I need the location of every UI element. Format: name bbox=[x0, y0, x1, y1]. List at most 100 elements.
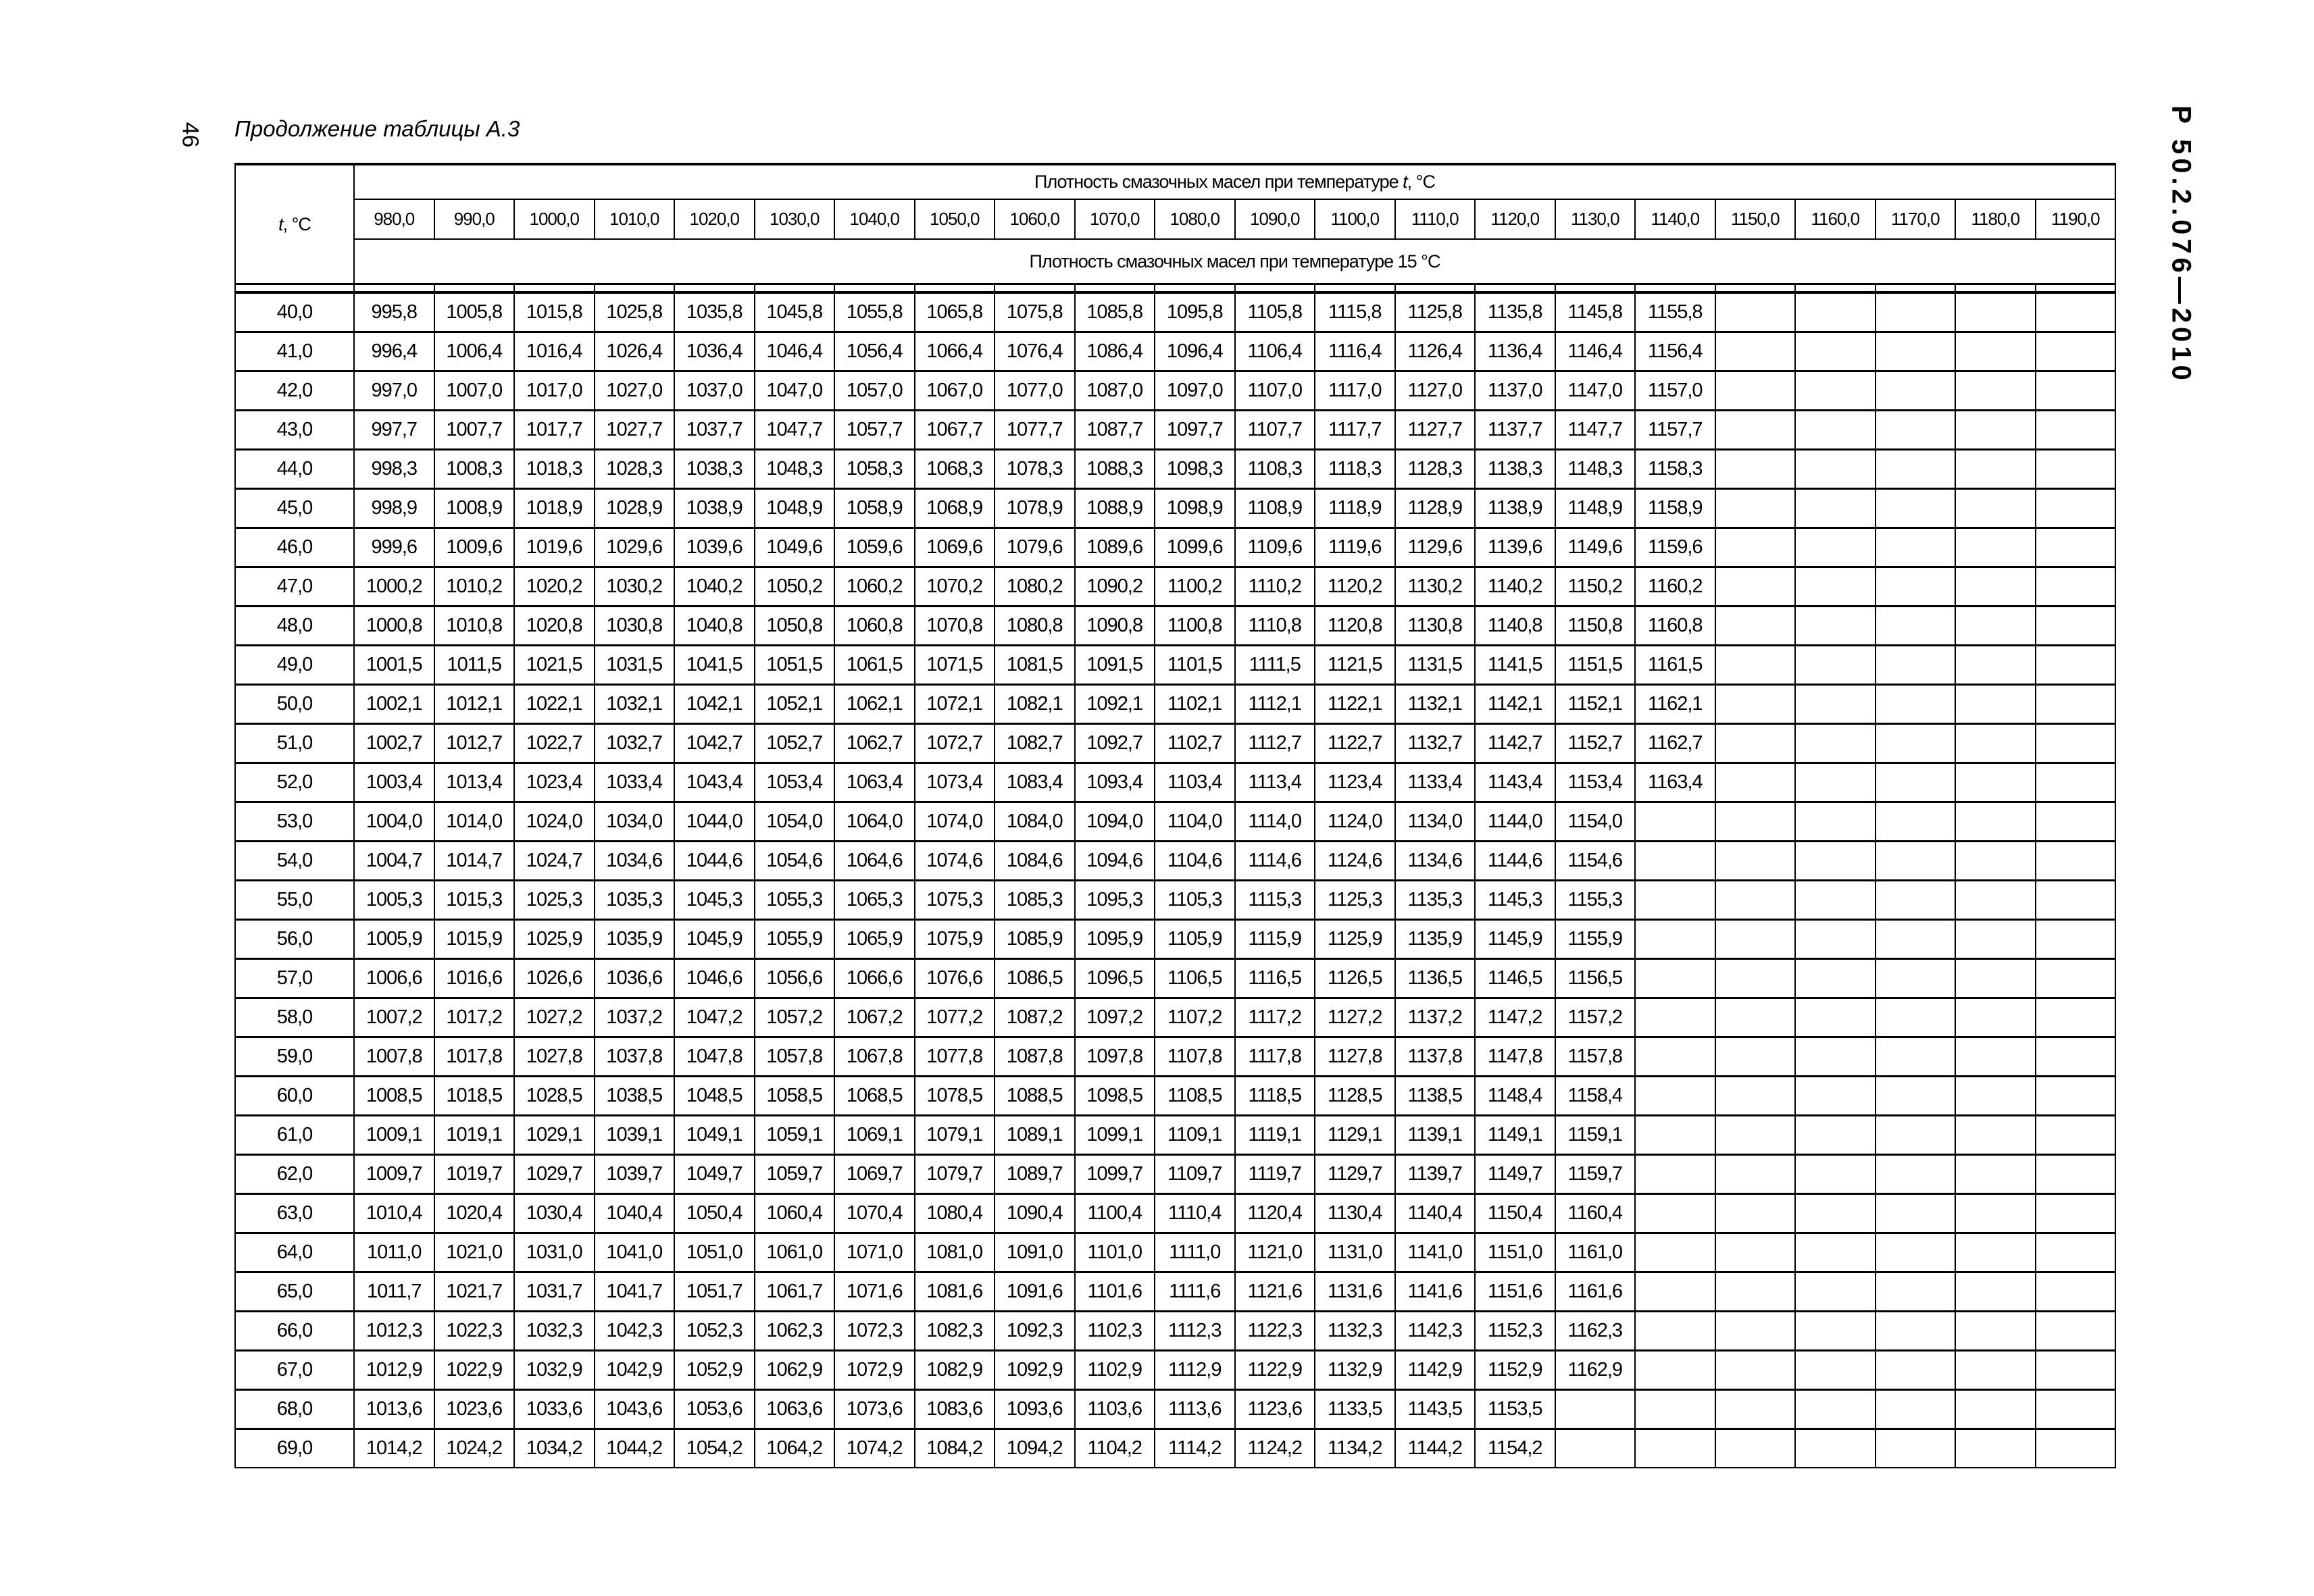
density-cell: 1115,8 bbox=[1314, 291, 1396, 333]
density-cell: 1109,1 bbox=[1154, 1114, 1236, 1156]
spacer-cell bbox=[1874, 283, 1956, 294]
empty-cell bbox=[1634, 1154, 1716, 1195]
density-cell: 1071,0 bbox=[834, 1232, 915, 1273]
density-cell: 1013,4 bbox=[433, 762, 515, 803]
density-cell: 1110,8 bbox=[1234, 605, 1315, 646]
empty-cell bbox=[1874, 1310, 1956, 1352]
density-cell: 1047,7 bbox=[753, 409, 835, 451]
density-cell: 1073,6 bbox=[834, 1389, 915, 1430]
empty-cell bbox=[1794, 566, 1876, 607]
density-cell: 1088,3 bbox=[1074, 448, 1155, 490]
empty-cell bbox=[1874, 762, 1956, 803]
density-cell: 1124,2 bbox=[1234, 1428, 1315, 1468]
density-cell: 1042,3 bbox=[593, 1310, 675, 1352]
empty-cell bbox=[2034, 1271, 2116, 1312]
density-cell: 1094,6 bbox=[1074, 840, 1155, 881]
empty-cell bbox=[1794, 527, 1876, 568]
density-cell: 1154,6 bbox=[1554, 840, 1636, 881]
density-cell: 1102,9 bbox=[1074, 1349, 1155, 1391]
density-cell: 1112,7 bbox=[1234, 723, 1315, 764]
density-cell: 1105,3 bbox=[1154, 879, 1236, 921]
empty-cell bbox=[1634, 997, 1716, 1038]
temperature-cell: 45,0 bbox=[234, 488, 355, 529]
density-cell: 1022,9 bbox=[433, 1349, 515, 1391]
empty-cell bbox=[1955, 448, 2036, 490]
empty-cell bbox=[1874, 840, 1956, 881]
empty-cell bbox=[1714, 801, 1796, 842]
density-cell: 1026,4 bbox=[593, 331, 675, 372]
density-cell: 1157,2 bbox=[1554, 997, 1636, 1038]
density-cell: 1152,9 bbox=[1474, 1349, 1556, 1391]
density-cell: 996,4 bbox=[353, 331, 435, 372]
density-cell: 1112,1 bbox=[1234, 684, 1315, 725]
density-cell: 1132,7 bbox=[1394, 723, 1476, 764]
density-cell: 1089,7 bbox=[994, 1154, 1076, 1195]
density-cell: 1048,9 bbox=[753, 488, 835, 529]
density-cell: 1144,2 bbox=[1394, 1428, 1476, 1468]
empty-cell bbox=[1794, 291, 1876, 333]
density-cell: 1038,3 bbox=[674, 448, 755, 490]
density-cell: 1040,4 bbox=[593, 1193, 675, 1234]
density-cell: 1108,9 bbox=[1234, 488, 1315, 529]
density-cell: 1100,8 bbox=[1154, 605, 1236, 646]
table-row: 50,0 1002,1 1012,1 1022,1 1032,1 1042,1 1052,1… bbox=[234, 684, 2116, 725]
temperature-cell: 60,0 bbox=[234, 1075, 355, 1116]
density-cell: 1123,6 bbox=[1234, 1389, 1315, 1430]
empty-cell bbox=[2034, 919, 2116, 960]
empty-cell bbox=[1955, 605, 2036, 646]
density-cell: 1145,8 bbox=[1554, 291, 1636, 333]
density-cell: 1149,7 bbox=[1474, 1154, 1556, 1195]
density-cell: 1006,4 bbox=[433, 331, 515, 372]
density-cell: 1072,9 bbox=[834, 1349, 915, 1391]
table-row: 69,0 1014,2 1024,2 1034,2 1044,2 1054,2 1064,2… bbox=[234, 1428, 2116, 1468]
density-cell: 1037,8 bbox=[593, 1036, 675, 1077]
density-cell: 1121,6 bbox=[1234, 1271, 1315, 1312]
density-cell: 1115,9 bbox=[1234, 919, 1315, 960]
column-header: 1040,0 bbox=[834, 199, 915, 240]
density-cell: 1085,3 bbox=[994, 879, 1076, 921]
top-header-unit: , °C bbox=[1407, 172, 1436, 192]
density-cell: 1151,5 bbox=[1554, 644, 1636, 686]
empty-cell bbox=[1794, 1428, 1876, 1468]
density-cell: 1084,2 bbox=[913, 1428, 995, 1468]
density-cell: 1032,9 bbox=[513, 1349, 595, 1391]
empty-cell bbox=[1955, 919, 2036, 960]
density-cell: 1062,3 bbox=[753, 1310, 835, 1352]
density-cell: 1159,7 bbox=[1554, 1154, 1636, 1195]
table-row: 55,0 1005,3 1015,3 1025,3 1035,3 1045,3 1055,3… bbox=[234, 879, 2116, 921]
density-cell: 1079,7 bbox=[913, 1154, 995, 1195]
density-cell: 1082,1 bbox=[994, 684, 1076, 725]
temperature-cell: 65,0 bbox=[234, 1271, 355, 1312]
density-cell: 1054,2 bbox=[674, 1428, 755, 1468]
density-cell: 1077,0 bbox=[994, 370, 1076, 411]
empty-cell bbox=[1874, 644, 1956, 686]
spacer-cell bbox=[1554, 283, 1636, 294]
table-row: 59,0 1007,8 1017,8 1027,8 1037,8 1047,8 1057,8… bbox=[234, 1036, 2116, 1077]
density-cell: 1037,2 bbox=[593, 997, 675, 1038]
temperature-cell: 54,0 bbox=[234, 840, 355, 881]
density-cell: 1016,6 bbox=[433, 958, 515, 999]
density-cell: 998,3 bbox=[353, 448, 435, 490]
density-cell: 1008,9 bbox=[433, 488, 515, 529]
density-cell: 1032,1 bbox=[593, 684, 675, 725]
density-cell: 1108,3 bbox=[1234, 448, 1315, 490]
empty-cell bbox=[1874, 1154, 1956, 1195]
spacer-cell bbox=[593, 283, 675, 294]
density-cell: 1155,8 bbox=[1634, 291, 1716, 333]
density-cell: 1098,5 bbox=[1074, 1075, 1155, 1116]
empty-cell bbox=[1714, 919, 1796, 960]
density-cell: 1150,8 bbox=[1554, 605, 1636, 646]
density-cell: 1128,5 bbox=[1314, 1075, 1396, 1116]
empty-cell bbox=[2034, 879, 2116, 921]
density-cell: 1079,6 bbox=[994, 527, 1076, 568]
density-cell: 1107,0 bbox=[1234, 370, 1315, 411]
density-cell: 1052,9 bbox=[674, 1349, 755, 1391]
empty-cell bbox=[1634, 840, 1716, 881]
density-cell: 1161,0 bbox=[1554, 1232, 1636, 1273]
page-number: 46 bbox=[177, 122, 203, 148]
density-cell: 1088,5 bbox=[994, 1075, 1076, 1116]
density-cell: 1011,0 bbox=[353, 1232, 435, 1273]
density-cell: 1049,1 bbox=[674, 1114, 755, 1156]
density-cell: 1072,3 bbox=[834, 1310, 915, 1352]
empty-cell bbox=[1955, 1310, 2036, 1352]
